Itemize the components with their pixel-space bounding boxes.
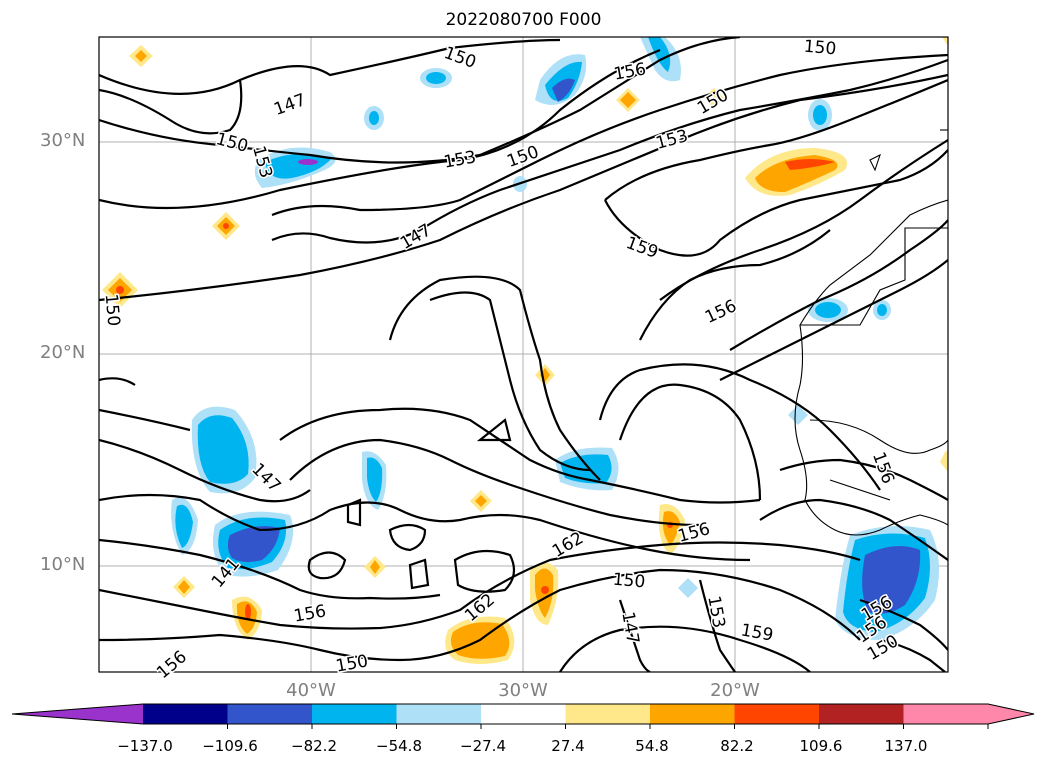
lon-label-40w: 40°W bbox=[286, 680, 336, 701]
contour-label: 150 bbox=[803, 37, 837, 60]
colorbar-extend-max bbox=[988, 704, 1034, 724]
colorbar-segment bbox=[903, 704, 989, 724]
lon-label-20w: 20°W bbox=[710, 680, 760, 701]
plot-frame bbox=[98, 36, 949, 673]
colorbar-segment bbox=[650, 704, 735, 724]
contour-label: 156 bbox=[153, 647, 191, 683]
contour-label: 150 bbox=[101, 293, 124, 327]
colorbar-tick: 109.6 bbox=[799, 737, 843, 755]
colorbar-tick: −109.6 bbox=[202, 737, 258, 755]
lat-label-30n: 30°N bbox=[40, 130, 86, 151]
colorbar bbox=[11, 703, 1035, 729]
colorbar-tick: 54.8 bbox=[635, 737, 669, 755]
map-content bbox=[99, 37, 948, 672]
colorbar-tick: −137.0 bbox=[117, 737, 173, 755]
filled-contours bbox=[102, 37, 948, 664]
colorbar-segment bbox=[565, 704, 651, 724]
colorbar-segment bbox=[227, 704, 313, 724]
contour-label: 150 bbox=[504, 142, 541, 172]
contour-label: 150 bbox=[334, 651, 369, 676]
graticule bbox=[99, 37, 948, 672]
height-contours bbox=[99, 37, 948, 672]
contour-label: 153 bbox=[654, 126, 691, 154]
contour-label: 159 bbox=[623, 233, 660, 263]
lon-label-30w: 30°W bbox=[498, 680, 548, 701]
colorbar-tick: −27.4 bbox=[460, 737, 506, 755]
contour-label: 156 bbox=[702, 296, 740, 328]
contour-label: 153 bbox=[442, 147, 477, 172]
contour-label: 153 bbox=[703, 594, 728, 629]
contour-label: 153 bbox=[248, 144, 276, 181]
lat-label-20n: 20°N bbox=[40, 342, 86, 363]
colorbar-tick: −54.8 bbox=[376, 737, 422, 755]
colorbar-extend-min bbox=[12, 704, 143, 724]
lat-label-10n: 10°N bbox=[40, 554, 86, 575]
contour-label: 156 bbox=[612, 59, 647, 84]
contour-label: 147 bbox=[617, 610, 642, 645]
contour-label: 156 bbox=[292, 601, 327, 626]
contour-label: 150 bbox=[441, 43, 478, 73]
contour-label: 150 bbox=[612, 570, 646, 593]
contour-label: 150 bbox=[214, 129, 251, 157]
colorbar-segment bbox=[734, 704, 820, 724]
coastlines bbox=[794, 129, 948, 536]
map-title: 2022080700 F000 bbox=[445, 10, 602, 30]
colorbar-tick: 137.0 bbox=[884, 737, 928, 755]
colorbar-segment bbox=[312, 704, 397, 724]
colorbar-tick: 27.4 bbox=[551, 737, 585, 755]
colorbar-segment bbox=[143, 704, 228, 724]
colorbar-segment bbox=[819, 704, 904, 724]
colorbar-tick: −82.2 bbox=[291, 737, 337, 755]
colorbar-outline bbox=[11, 703, 1035, 725]
colorbar-tick: 82.2 bbox=[720, 737, 754, 755]
colorbar-segment bbox=[396, 704, 482, 724]
colorbar-segment bbox=[481, 704, 566, 724]
contour-label: 147 bbox=[271, 90, 308, 120]
